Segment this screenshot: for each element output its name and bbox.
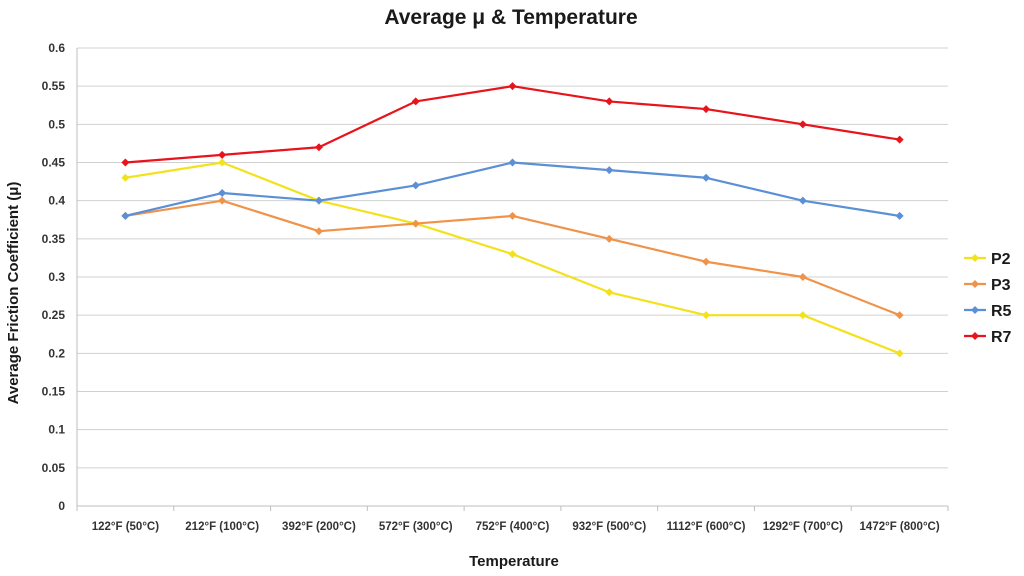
data-point-r7 bbox=[218, 150, 227, 159]
data-point-p2 bbox=[895, 349, 904, 358]
gridlines bbox=[76, 47, 949, 511]
data-point-p2 bbox=[798, 311, 807, 320]
legend-marker bbox=[971, 254, 979, 262]
legend-item-r5: R5 bbox=[964, 303, 1012, 320]
data-point-p3 bbox=[702, 257, 711, 266]
data-point-p2 bbox=[702, 311, 711, 320]
data-point-r7 bbox=[411, 97, 420, 106]
x-tick-label: 572°F (300°C) bbox=[379, 521, 453, 533]
y-tick-label: 0.05 bbox=[42, 461, 66, 475]
data-point-r5 bbox=[218, 189, 227, 198]
data-point-p3 bbox=[798, 273, 807, 281]
data-point-r5 bbox=[314, 196, 323, 205]
y-tick-label: 0.2 bbox=[48, 346, 65, 360]
data-point-p2 bbox=[218, 158, 227, 167]
x-tick-label: 392°F (200°C) bbox=[282, 521, 356, 533]
x-axis-title: Temperature bbox=[469, 553, 559, 570]
y-tick-label: 0.3 bbox=[48, 270, 65, 284]
data-point-p3 bbox=[508, 211, 517, 220]
data-point-r5 bbox=[508, 158, 517, 167]
data-point-r7 bbox=[702, 105, 711, 114]
x-tick-label: 1112°F (600°C) bbox=[667, 521, 746, 533]
y-tick-label: 0 bbox=[58, 499, 65, 513]
data-point-p2 bbox=[121, 173, 130, 182]
legend-marker bbox=[971, 306, 979, 314]
y-tick-label: 0.25 bbox=[42, 308, 66, 322]
y-tick-label: 0.6 bbox=[48, 41, 65, 55]
x-tick-label: 752°F (400°C) bbox=[476, 521, 550, 533]
y-tick-label: 0.5 bbox=[48, 117, 65, 131]
data-point-r5 bbox=[121, 211, 130, 220]
data-point-r7 bbox=[314, 143, 323, 152]
data-point-r7 bbox=[508, 82, 517, 91]
legend-item-r7: R7 bbox=[964, 329, 1012, 346]
x-tick-label: 212°F (100°C) bbox=[185, 521, 259, 533]
y-axis-title: Average Friction Coefficient (μ) bbox=[5, 182, 22, 405]
data-point-r5 bbox=[895, 211, 904, 220]
data-point-r7 bbox=[605, 97, 614, 106]
data-point-r5 bbox=[702, 173, 711, 182]
data-point-r7 bbox=[798, 120, 807, 129]
data-point-r5 bbox=[605, 166, 614, 175]
legend-marker bbox=[971, 332, 979, 340]
y-axis-ticks: 0 0.05 0.1 0.15 0.2 0.25 0.3 0.35 0.4 0.45 0.5 0.55… bbox=[42, 41, 66, 513]
y-tick-label: 0.35 bbox=[42, 232, 66, 246]
legend-label-r5: R5 bbox=[991, 303, 1012, 320]
legend-label-p2: P2 bbox=[991, 251, 1011, 268]
series-p2 bbox=[121, 158, 904, 358]
data-point-p3 bbox=[411, 219, 420, 228]
legend-marker bbox=[971, 280, 979, 288]
y-tick-label: 0.1 bbox=[48, 423, 65, 437]
data-point-p3 bbox=[314, 227, 323, 236]
chart-title: Average μ & Temperature bbox=[384, 6, 637, 29]
x-axis-ticks: 122°F (50°C) 212°F (100°C) 392°F (200°C) 57… bbox=[92, 521, 940, 533]
y-tick-label: 0.45 bbox=[42, 156, 66, 170]
data-point-r5 bbox=[798, 196, 807, 205]
data-point-p3 bbox=[895, 311, 904, 320]
y-tick-label: 0.15 bbox=[42, 385, 66, 399]
legend: P2 P3 R5 R7 bbox=[964, 251, 1012, 346]
data-point-p3 bbox=[218, 196, 227, 205]
data-point-r7 bbox=[895, 135, 904, 144]
series-group bbox=[121, 82, 904, 358]
x-tick-label: 932°F (500°C) bbox=[572, 521, 646, 533]
data-point-p3 bbox=[605, 234, 614, 243]
legend-label-p3: P3 bbox=[991, 277, 1011, 294]
series-r7 bbox=[121, 82, 904, 167]
x-tick-label: 122°F (50°C) bbox=[92, 521, 160, 533]
x-tick-label: 1292°F (700°C) bbox=[763, 521, 843, 533]
y-tick-label: 0.55 bbox=[42, 79, 66, 93]
data-point-p2 bbox=[508, 250, 517, 259]
data-point-r5 bbox=[411, 181, 420, 190]
data-point-p2 bbox=[605, 288, 614, 297]
legend-item-p3: P3 bbox=[964, 277, 1011, 294]
x-tick-label: 1472°F (800°C) bbox=[860, 521, 940, 533]
y-tick-label: 0.4 bbox=[48, 194, 65, 208]
data-point-r7 bbox=[121, 158, 130, 167]
legend-label-r7: R7 bbox=[991, 329, 1012, 346]
series-r5 bbox=[121, 158, 904, 220]
legend-item-p2: P2 bbox=[964, 251, 1011, 268]
